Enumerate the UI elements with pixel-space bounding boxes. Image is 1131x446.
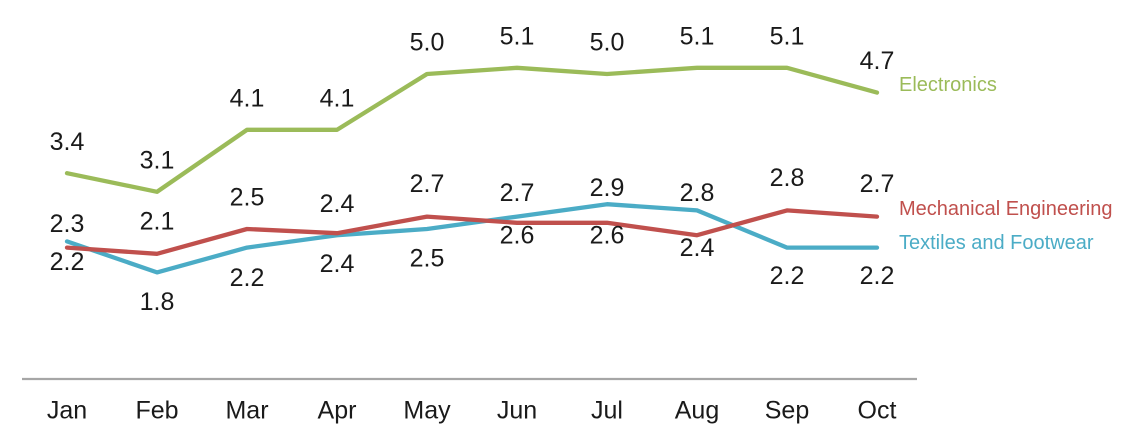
data-label-electronics-jul: 5.0 [590, 29, 625, 57]
data-label-mechanical-engineering-oct: 2.7 [860, 170, 895, 198]
x-axis-label-mar: Mar [225, 397, 268, 425]
series-line-mechanical-engineering [64, 208, 880, 256]
data-label-electronics-oct: 4.7 [860, 47, 895, 75]
data-label-mechanical-engineering-feb: 2.1 [140, 207, 175, 235]
data-label-textiles-and-footwear-mar: 2.2 [230, 264, 265, 292]
data-label-electronics-apr: 4.1 [320, 84, 355, 112]
data-label-electronics-jun: 5.1 [500, 22, 535, 50]
data-label-textiles-and-footwear-jun: 2.7 [500, 179, 535, 207]
data-label-electronics-may: 5.0 [410, 29, 445, 57]
data-label-textiles-and-footwear-jul: 2.9 [590, 174, 625, 202]
x-axis-label-apr: Apr [318, 397, 357, 425]
data-label-textiles-and-footwear-apr: 2.4 [320, 250, 355, 278]
x-axis-label-jun: Jun [497, 397, 537, 425]
data-label-electronics-mar: 4.1 [230, 84, 265, 112]
series-line-textiles-and-footwear [64, 202, 880, 275]
x-axis-label-aug: Aug [675, 397, 719, 425]
data-label-textiles-and-footwear-may: 2.5 [410, 245, 445, 273]
data-label-textiles-and-footwear-jan: 2.3 [50, 210, 85, 238]
data-label-textiles-and-footwear-feb: 1.8 [140, 288, 175, 316]
data-label-mechanical-engineering-jan: 2.2 [50, 248, 85, 276]
data-label-electronics-feb: 3.1 [140, 146, 175, 174]
data-label-mechanical-engineering-jul: 2.6 [590, 221, 625, 249]
data-label-electronics-jan: 3.4 [50, 128, 85, 156]
data-label-mechanical-engineering-mar: 2.5 [230, 184, 265, 212]
data-label-mechanical-engineering-jun: 2.6 [500, 221, 535, 249]
data-label-mechanical-engineering-apr: 2.4 [320, 190, 355, 218]
x-axis-label-may: May [403, 397, 451, 425]
legend-label-electronics: Electronics [899, 74, 997, 96]
data-label-electronics-sep: 5.1 [770, 22, 805, 50]
legend-label-mechanical-engineering: Mechanical Engineering [899, 198, 1113, 220]
data-label-textiles-and-footwear-sep: 2.2 [770, 262, 805, 290]
x-axis-label-feb: Feb [135, 397, 178, 425]
x-axis-label-jan: Jan [47, 397, 87, 425]
data-label-textiles-and-footwear-aug: 2.8 [680, 179, 715, 207]
data-label-mechanical-engineering-aug: 2.4 [680, 234, 715, 262]
x-axis-label-oct: Oct [858, 397, 897, 425]
data-label-electronics-aug: 5.1 [680, 22, 715, 50]
x-axis-label-sep: Sep [765, 397, 809, 425]
data-label-mechanical-engineering-may: 2.7 [410, 170, 445, 198]
data-label-textiles-and-footwear-oct: 2.2 [860, 262, 895, 290]
series-line-electronics [64, 65, 880, 194]
legend-label-textiles-and-footwear: Textiles and Footwear [899, 232, 1094, 254]
data-label-mechanical-engineering-sep: 2.8 [770, 164, 805, 192]
x-axis-label-jul: Jul [591, 397, 623, 425]
